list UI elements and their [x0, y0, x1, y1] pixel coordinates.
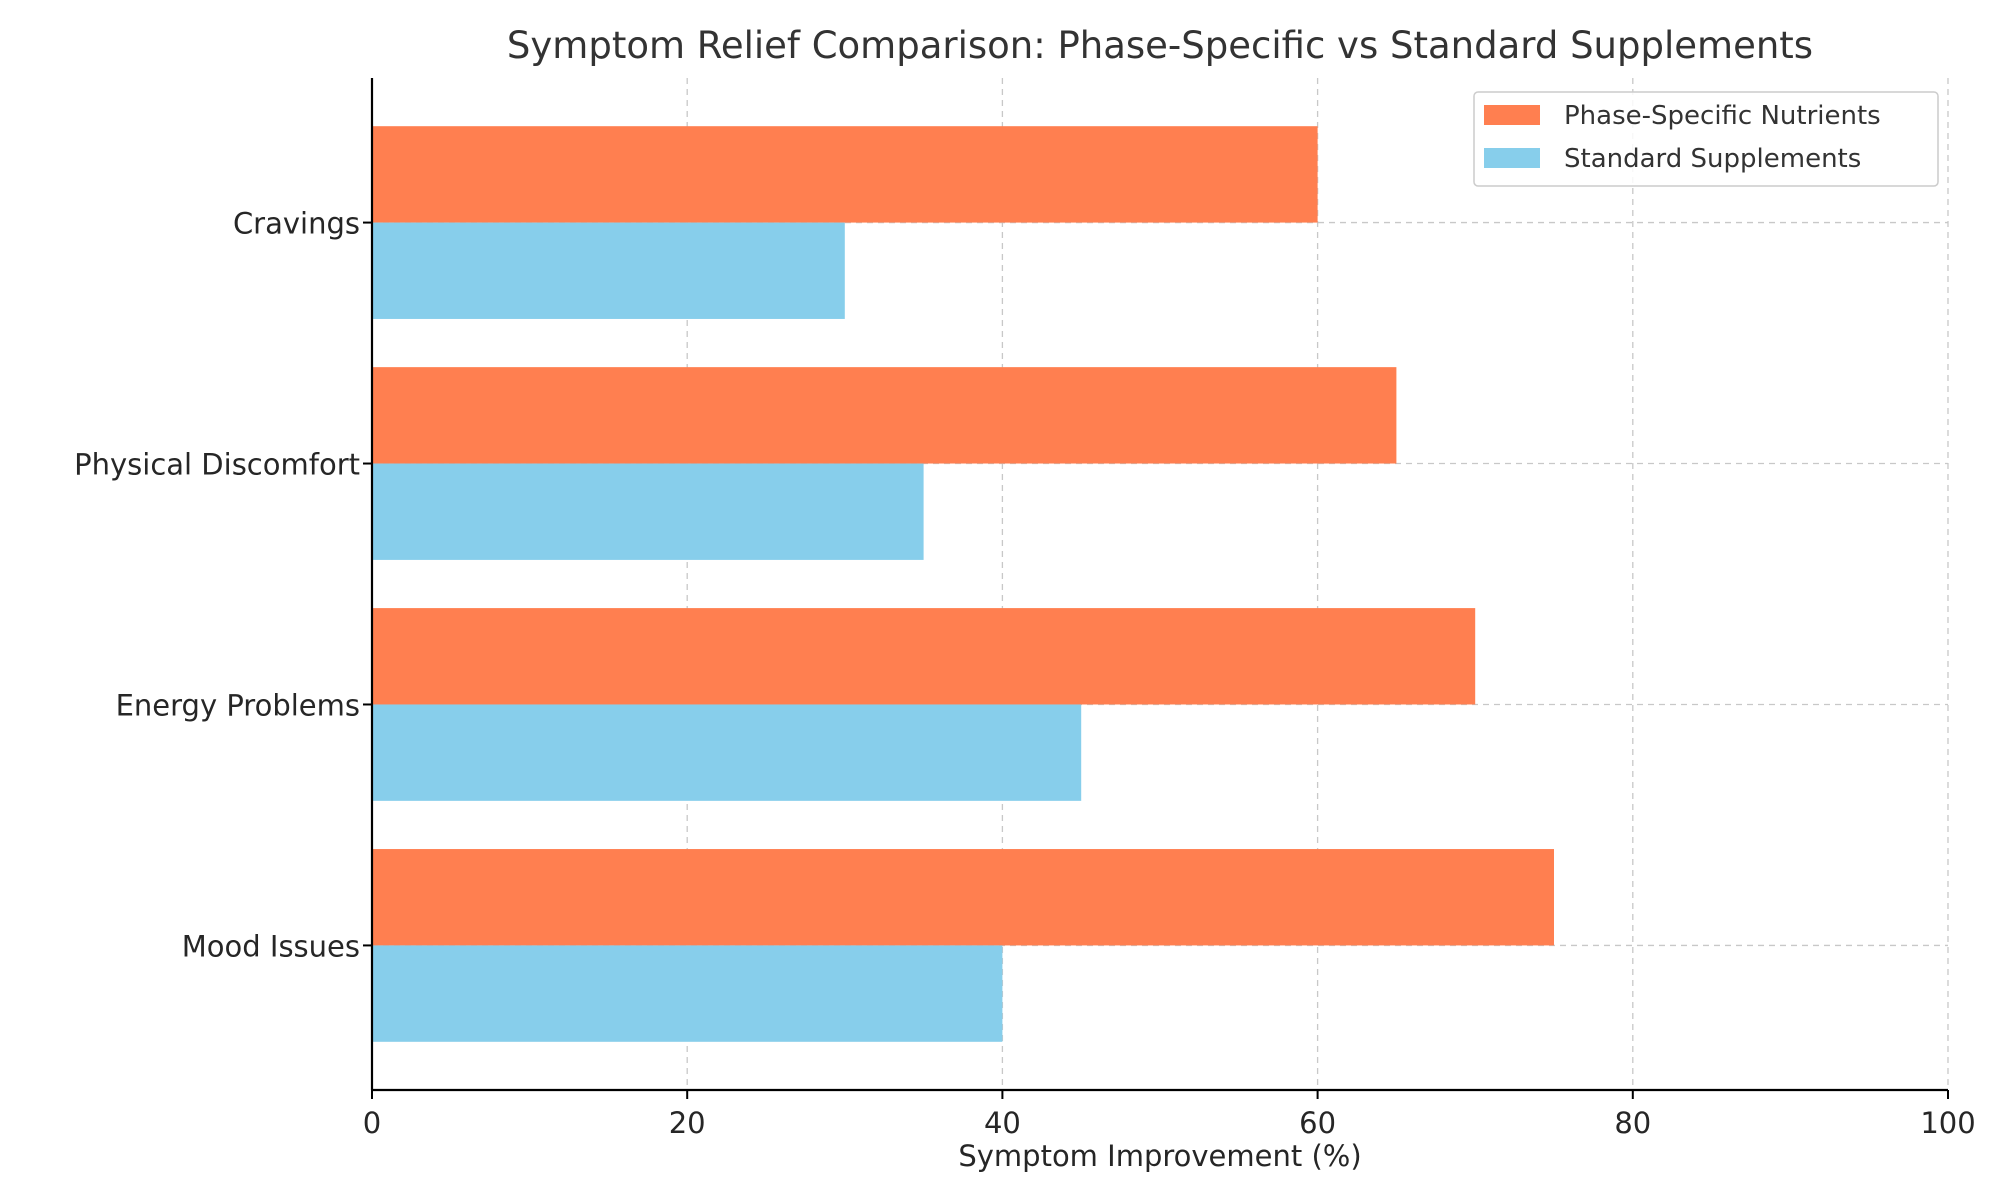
x-tick-label: 100: [1920, 1106, 1975, 1140]
legend-frame: [1473, 91, 1939, 187]
y-tick-label: Cravings: [233, 207, 360, 241]
x-tick-label: 0: [363, 1106, 381, 1140]
x-tick-label: 60: [1299, 1106, 1336, 1140]
legend: Phase-Specific Nutrients Standard Supplem…: [1473, 91, 1939, 187]
bar: [372, 126, 1318, 223]
axes: 0 20 40 60 80 100 Mood Issues Energy Problems Ph…: [74, 78, 1976, 1140]
bar: [372, 463, 924, 560]
y-tick-label: Energy Problems: [116, 688, 360, 722]
legend-swatch: [1484, 105, 1540, 125]
bar: [372, 367, 1397, 464]
bar: [372, 849, 1554, 946]
bars: [372, 126, 1554, 1042]
bar: [372, 608, 1476, 705]
bar: [372, 222, 845, 319]
x-tick-label: 80: [1614, 1106, 1651, 1140]
grid-lines: [372, 78, 1949, 1090]
legend-label: Standard Supplements: [1564, 144, 1861, 174]
legend-swatch: [1484, 148, 1540, 168]
x-tick-label: 20: [669, 1106, 706, 1140]
y-tick-label: Mood Issues: [182, 929, 360, 963]
legend-label: Phase-Specific Nutrients: [1564, 101, 1881, 131]
x-axis-title: Symptom Improvement (%): [958, 1139, 1361, 1173]
chart-title: Symptom Relief Comparison: Phase-Specifi…: [507, 24, 1813, 67]
x-tick-label: 40: [984, 1106, 1021, 1140]
bar: [372, 704, 1082, 801]
y-tick-label: Physical Discomfort: [74, 448, 360, 482]
bar: [372, 945, 1003, 1042]
